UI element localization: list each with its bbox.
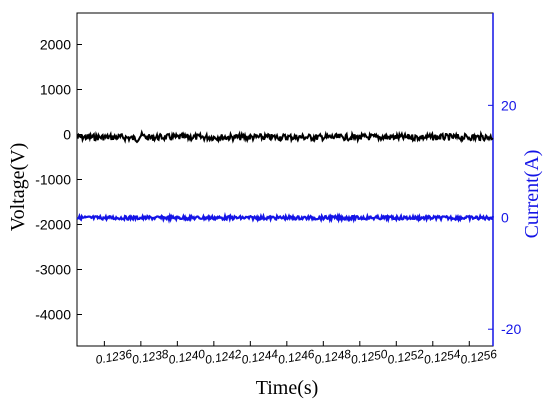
x-tick-label: 0.1240 — [167, 347, 206, 367]
x-tick-label: 0.1254 — [423, 347, 462, 367]
left-axis-ticks: 2000 1000 0 -1000 -2000 -3000 -4000 — [35, 37, 82, 323]
y2-tick-label: 0 — [501, 209, 509, 225]
x-tick-label: 0.1250 — [350, 347, 389, 367]
series-layer — [76, 129, 495, 224]
x-tick-label: 0.1248 — [313, 347, 352, 367]
y-tick-label: 0 — [63, 127, 71, 143]
plot-frame — [76, 12, 494, 347]
current-series-line — [76, 211, 495, 224]
x-axis-label: Time(s) — [256, 377, 319, 399]
y2-tick-label: 20 — [501, 97, 517, 113]
y-tick-label: 2000 — [40, 37, 71, 53]
voltage-series-line — [76, 129, 494, 144]
y-tick-label: -2000 — [35, 217, 71, 233]
y-tick-label: -4000 — [35, 307, 71, 323]
x-tick-label: 0.1236 — [94, 347, 133, 367]
y2-tick-label: -20 — [501, 321, 521, 337]
x-axis-ticks: 0.12360.12380.12400.12420.12440.12460.12… — [94, 341, 498, 367]
x-tick-label: 0.1238 — [131, 347, 170, 367]
x-tick-label: 0.1242 — [204, 347, 243, 367]
x-tick-label: 0.1244 — [240, 347, 279, 367]
y-tick-label: 1000 — [40, 82, 71, 98]
y-tick-label: -1000 — [35, 172, 71, 188]
x-tick-label: 0.1246 — [277, 347, 316, 367]
x-tick-label: 0.1256 — [459, 347, 498, 367]
y2-axis-label: Current(A) — [521, 150, 543, 239]
y-axis-label: Voltage(V) — [7, 143, 29, 232]
x-tick-label: 0.1252 — [386, 347, 425, 367]
y-tick-label: -3000 — [35, 262, 71, 278]
